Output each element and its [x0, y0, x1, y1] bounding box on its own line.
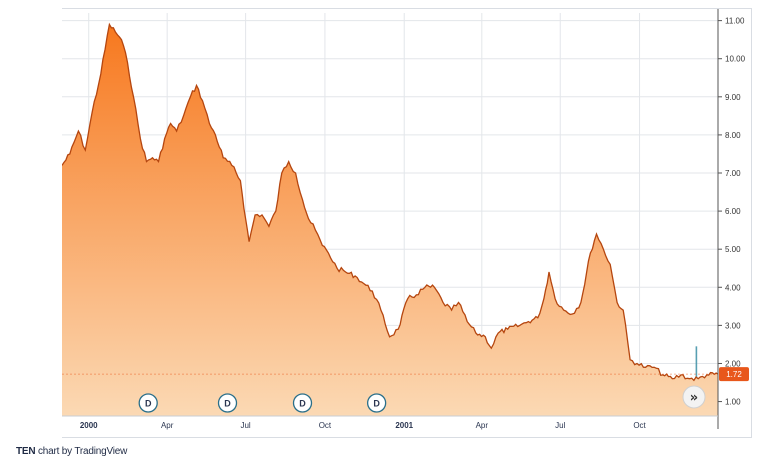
- price-line: [62, 22, 719, 382]
- x-tick-label: Jul: [555, 421, 565, 430]
- y-tick-label: 9.00: [725, 93, 741, 102]
- dividend-marker-circle: [138, 393, 158, 413]
- double-chevron-right-icon: »: [690, 391, 698, 406]
- y-axis: 1.00 2.00 3.00 4.00 5.00 6.00 7.00 8.00 9.00 10.0…: [717, 9, 746, 429]
- dividend-marker-circle: [366, 393, 387, 413]
- y-tick-label: 3.00: [725, 321, 741, 330]
- x-tick-label: Apr: [476, 421, 489, 430]
- y-tick-label: 5.00: [725, 245, 741, 254]
- dividend-marker-label: D: [373, 399, 380, 409]
- dividend-marker[interactable]: D: [217, 393, 238, 413]
- dividend-marker[interactable]: D: [366, 393, 387, 413]
- attribution-text: chart by TradingView: [35, 446, 128, 457]
- y-tick-label: 10.00: [725, 55, 746, 64]
- last-price-label: 1.72: [726, 370, 742, 379]
- attribution-ticker: TEN: [16, 446, 36, 457]
- chart-frame: 1.00 2.00 3.00 4.00 5.00 6.00 7.00 8.00 9.00 10.0…: [62, 8, 752, 438]
- x-tick-label: Oct: [319, 421, 332, 430]
- x-tick-label: Oct: [633, 421, 646, 430]
- scroll-to-realtime-button[interactable]: »: [682, 385, 706, 409]
- last-price-pill: 1.72: [62, 367, 749, 382]
- y-tick-label: 4.00: [725, 283, 741, 292]
- y-tick-label: 2.00: [725, 359, 741, 368]
- x-axis: 2000 Apr Jul Oct 2001 Apr Jul Oct: [62, 415, 718, 430]
- x-tick-label: 2001: [395, 421, 413, 430]
- attribution[interactable]: TEN chart by TradingView: [16, 446, 127, 457]
- price-chart[interactable]: 1.00 2.00 3.00 4.00 5.00 6.00 7.00 8.00 9.00 10.0…: [62, 9, 752, 439]
- y-tick-label: 1.00: [725, 398, 741, 407]
- x-tick-label: Jul: [240, 421, 250, 430]
- dividend-marker-label: D: [224, 399, 231, 409]
- dividend-marker-circle: [217, 393, 238, 413]
- dividend-marker[interactable]: D: [292, 393, 313, 413]
- dividend-marker-label: D: [145, 399, 152, 409]
- y-tick-label: 7.00: [725, 169, 741, 178]
- x-tick-label: 2000: [80, 421, 98, 430]
- y-tick-label: 8.00: [725, 131, 741, 140]
- dividend-marker[interactable]: D: [138, 393, 158, 413]
- scroll-button-bg: [682, 385, 706, 409]
- dividend-marker-label: D: [299, 399, 306, 409]
- y-tick-label: 6.00: [725, 207, 741, 216]
- last-price-pill-bg: [719, 367, 749, 382]
- y-tick-label: 11.00: [725, 17, 745, 26]
- dividend-marker-circle: [292, 393, 313, 413]
- price-area: [62, 24, 718, 417]
- x-tick-label: Apr: [161, 421, 174, 430]
